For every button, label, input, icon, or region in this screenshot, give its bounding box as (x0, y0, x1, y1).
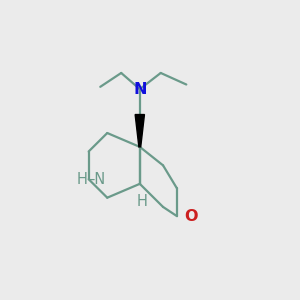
Text: H: H (137, 194, 148, 209)
Text: O: O (184, 209, 197, 224)
Text: N: N (133, 82, 147, 97)
Text: –N: –N (88, 172, 106, 187)
Polygon shape (135, 115, 145, 147)
Text: H: H (76, 172, 88, 187)
